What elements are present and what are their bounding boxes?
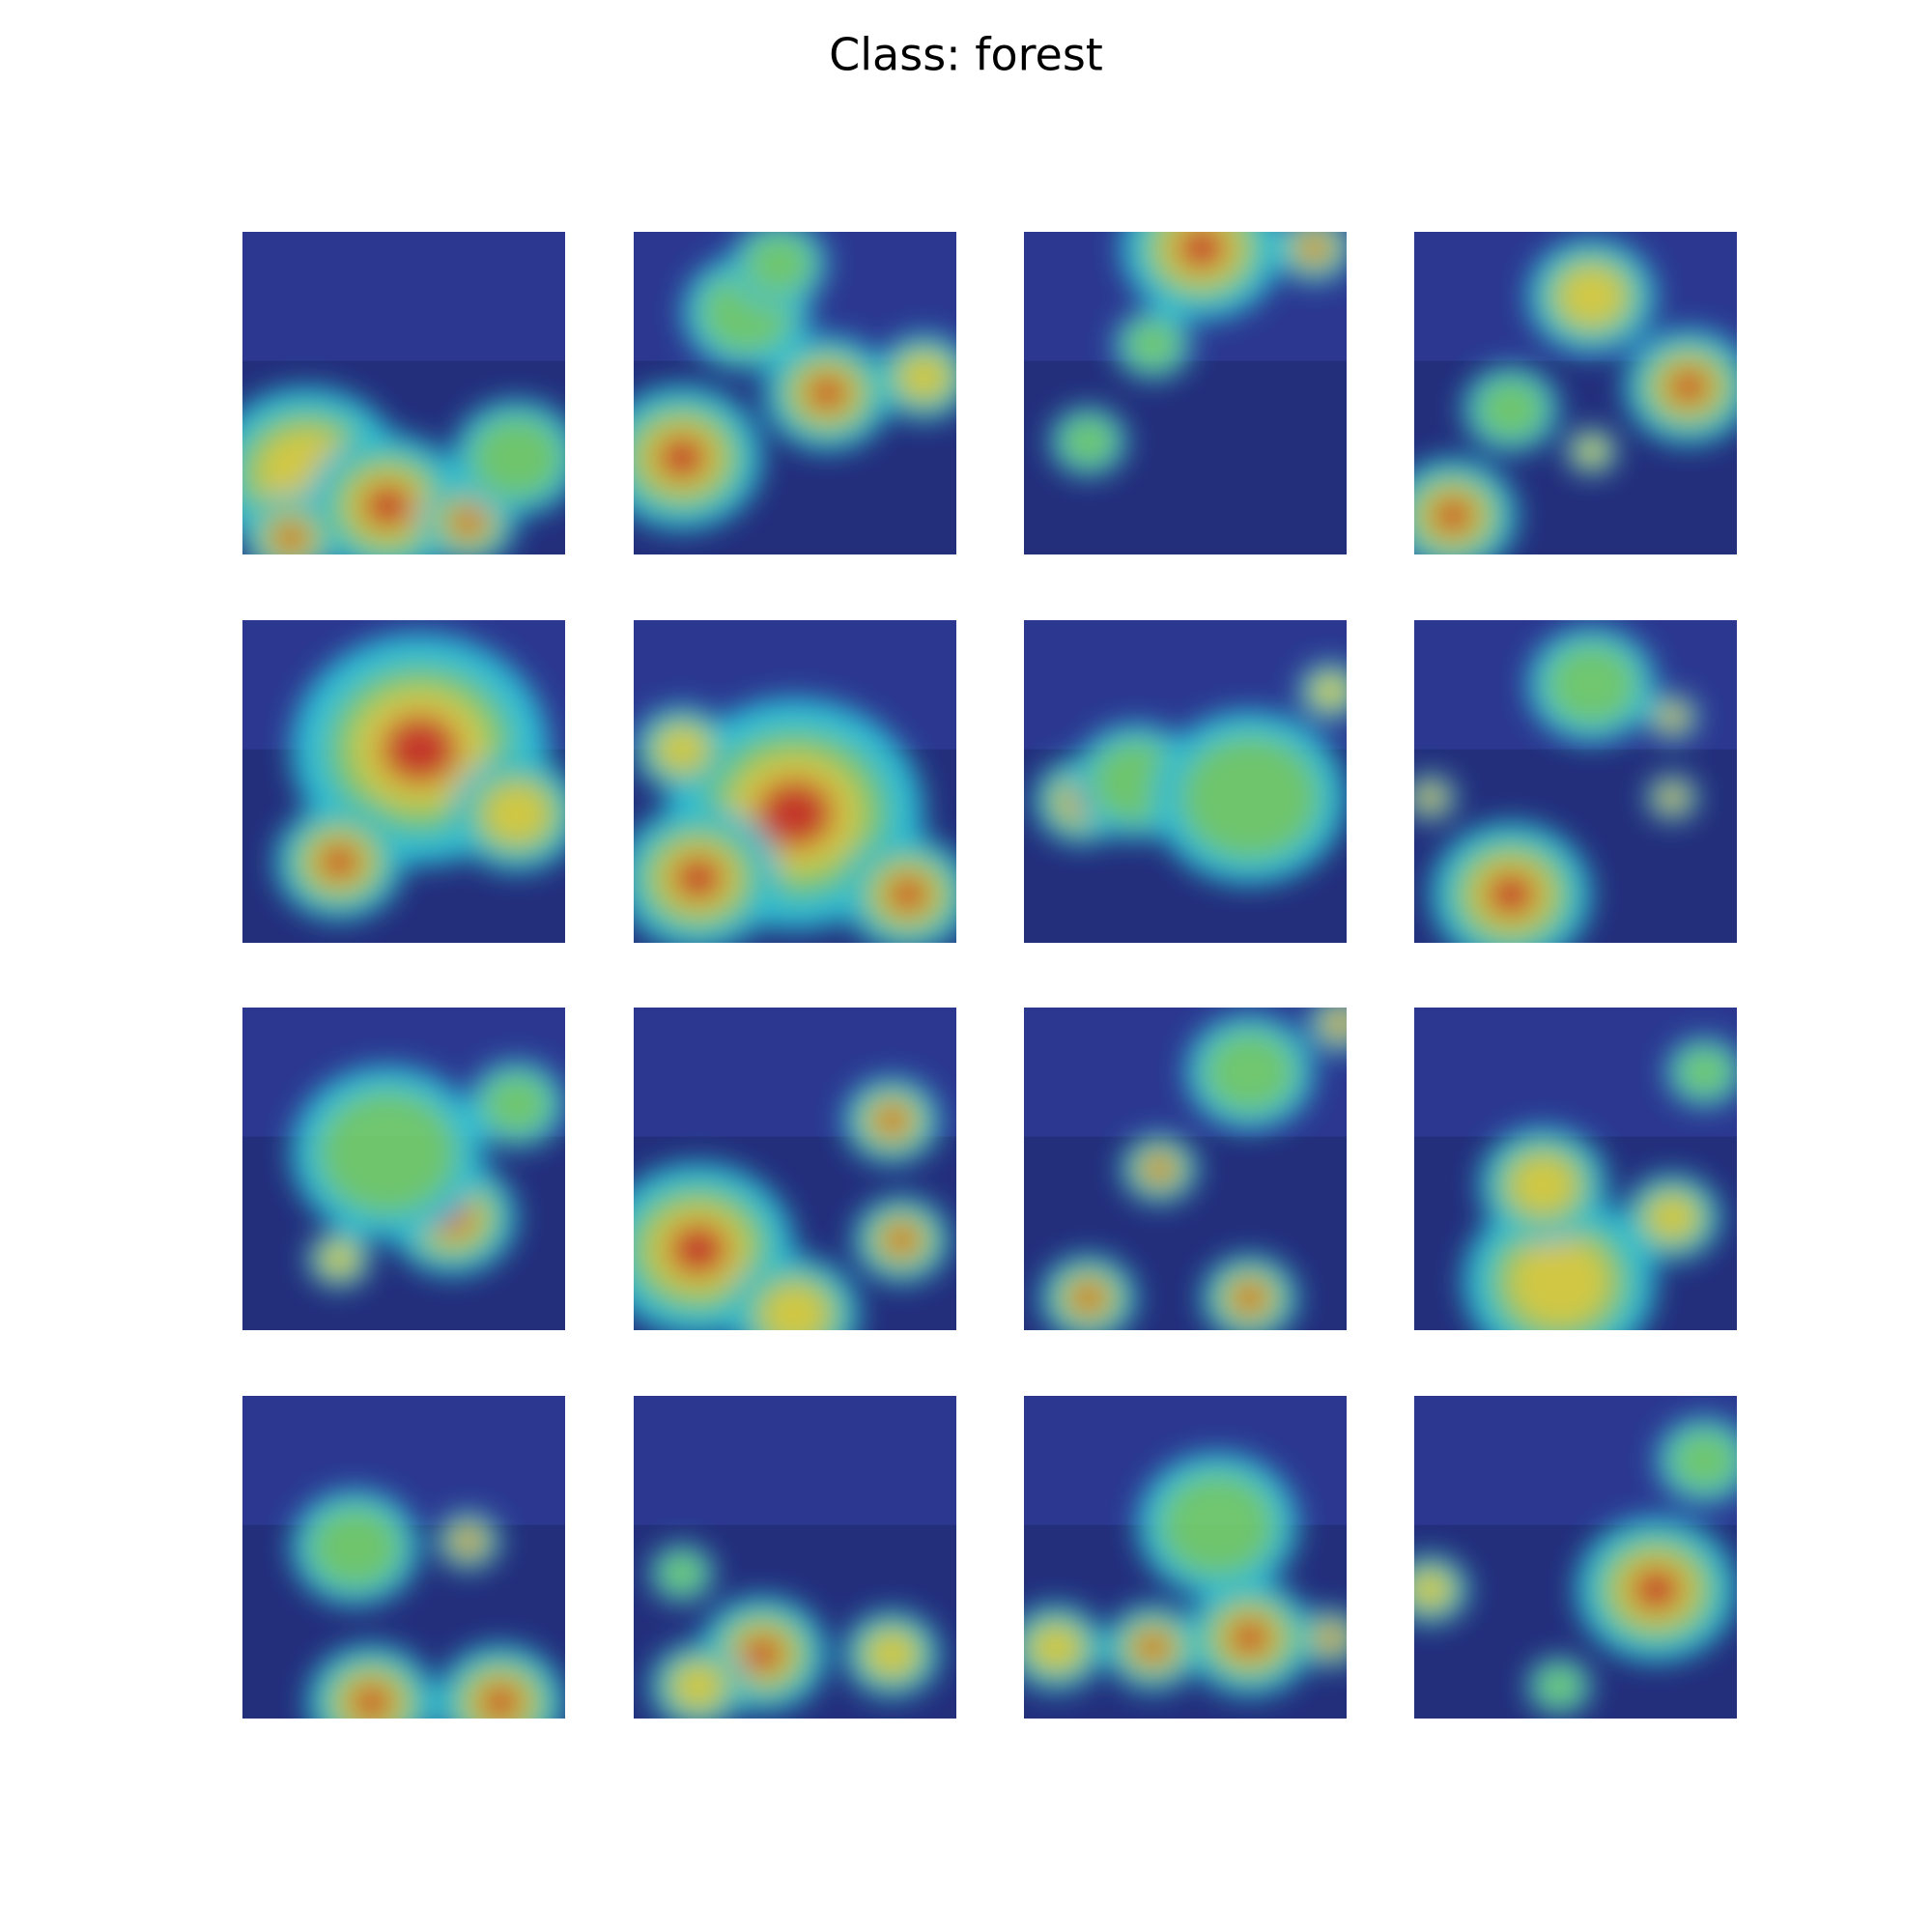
heat-spot [276,525,306,552]
heat-spot [1230,1620,1269,1656]
heat [291,1489,565,1719]
heat-spot [1321,1629,1341,1647]
heatmap-tile [242,232,565,554]
heatmap-tile [1024,620,1347,943]
heat-spot [1203,1030,1296,1115]
heat-spot [1148,1158,1172,1179]
heat-spot [481,1072,552,1136]
heatmap-tile [242,1008,565,1330]
heatmap-tile [634,620,956,943]
heat-spot [483,783,551,844]
heat-spot [1676,1046,1733,1097]
figure-title: Class: forest [829,29,1103,81]
heatmap-tile [242,620,565,943]
heat-spot [381,714,459,784]
heatmap-tile [634,232,956,554]
heatmap-tile [1024,1396,1347,1719]
heat-spot [1031,1625,1082,1670]
heat-spot [1577,439,1605,464]
heat [1024,1452,1347,1696]
heat-spot [1434,497,1473,533]
heat-spot [1487,872,1536,917]
heat-spot [1632,1567,1681,1611]
heat-spot [1414,1571,1451,1608]
heat-spot [1509,1154,1577,1215]
heat-spot [1073,1285,1103,1312]
heat-spot [308,1505,402,1590]
heat-spot [1330,1014,1347,1033]
heat-spot [481,1685,521,1719]
heatmap-tile [1414,1396,1737,1719]
heat-spot [888,876,927,912]
heat-spot [673,856,723,900]
heat [1049,232,1347,477]
heat-spot [1669,1429,1737,1492]
heat-spot [1647,1194,1698,1240]
heat [1414,238,1737,554]
heat-spot [1536,1664,1583,1708]
heat-spot [1557,266,1626,327]
heat-spot [1179,734,1320,861]
heat-spot [658,436,707,480]
heat-spot [659,1552,706,1595]
heat-spot [322,1243,356,1275]
heat-spot [453,509,483,536]
heat-spot [755,779,835,849]
heat-spot [672,1663,724,1710]
heat-spot [1177,232,1226,270]
heat [634,232,956,530]
heat-spot [1509,1236,1610,1327]
heat-spot [1664,790,1681,805]
heat [1414,626,1698,943]
heat-spot [1124,319,1181,370]
heat-spot [1302,237,1326,259]
heat-spot [458,1532,478,1550]
heatmap-tile [634,1008,956,1330]
heat-spot [469,415,563,500]
heat-spot [867,1631,918,1677]
heat [634,1076,951,1330]
heat-spot [657,726,708,773]
heat-spot [1545,642,1638,727]
heat [634,697,956,943]
heatmap-tile [1414,232,1737,554]
heat-spot [877,1107,907,1134]
heat [1463,1037,1737,1330]
heatmap-tile [634,1396,956,1719]
heat-spot [1060,416,1117,468]
heat-spot [887,1226,917,1254]
heatmap-tile [242,1396,565,1719]
heat-spot [898,354,950,400]
heat-spot [668,1223,727,1276]
heat-spot [1476,378,1547,441]
heat-spot [743,1636,782,1672]
heat-spot [363,484,412,528]
heat [1414,1416,1737,1716]
heatmap-tile [1024,1008,1347,1330]
heat-spot [320,844,359,880]
heat-spot [1138,1634,1168,1662]
heat [242,386,565,554]
heat-spot [761,1284,829,1330]
heat-spot [1422,790,1438,805]
heat-spot [1668,369,1708,405]
heat [649,1544,941,1719]
heat [1039,1008,1347,1330]
heat-spot [1664,709,1681,724]
heatmap-tile [1414,1008,1737,1330]
heat-spot [1235,1285,1264,1312]
heat-spot [808,375,847,412]
heat-spot [744,232,814,296]
heat-spot [1313,675,1347,707]
heat-spot [1159,1472,1276,1577]
heatmap-tile [1024,232,1347,554]
heat [274,633,565,921]
heat [1034,662,1347,885]
heat-spot [352,1685,391,1719]
heat-spot [318,1090,458,1216]
heat [291,1061,565,1289]
heatmap-tile [1414,620,1737,943]
